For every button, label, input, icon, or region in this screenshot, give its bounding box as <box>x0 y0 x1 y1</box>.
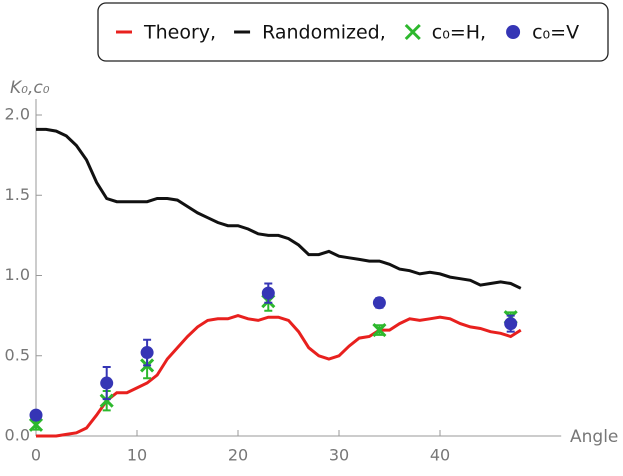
y-tick-label: 1.0 <box>5 265 30 284</box>
x-tick-label: 40 <box>430 446 450 465</box>
marker-cross <box>99 393 114 408</box>
legend-label: Randomized, <box>262 22 386 44</box>
marker-dot <box>140 346 154 360</box>
marker-dot <box>100 376 114 390</box>
line <box>36 314 522 438</box>
marker-dot <box>261 286 275 300</box>
y-axis-label: K₀,c₀ <box>10 78 50 98</box>
x-axis-label: Angle <box>570 427 618 447</box>
x-tick-label: 30 <box>329 446 349 465</box>
marker-cross <box>372 323 387 338</box>
marker-dot <box>29 408 43 422</box>
legend-box <box>97 2 609 62</box>
y-tick-label: 1.5 <box>5 185 30 204</box>
legend-swatch <box>506 25 521 39</box>
legend-label: c₀=H, <box>432 22 486 44</box>
legend-label: c₀=V <box>532 22 579 44</box>
y-tick-label: 0.0 <box>5 426 30 445</box>
x-tick-label: 10 <box>127 446 147 465</box>
legend: Theory, Randomized, c₀=H, c₀=V <box>116 22 579 44</box>
x-tick-label: 20 <box>228 446 248 465</box>
marker-dot <box>504 317 518 331</box>
marker-cross <box>28 417 44 432</box>
y-tick-label: 2.0 <box>5 105 30 124</box>
x-tick-label: 0 <box>31 446 41 465</box>
line <box>36 127 522 290</box>
y-tick-label: 0.5 <box>5 345 30 364</box>
legend-label: Theory, <box>143 22 216 44</box>
legend-swatch <box>404 23 421 41</box>
marker-dot <box>372 296 386 310</box>
